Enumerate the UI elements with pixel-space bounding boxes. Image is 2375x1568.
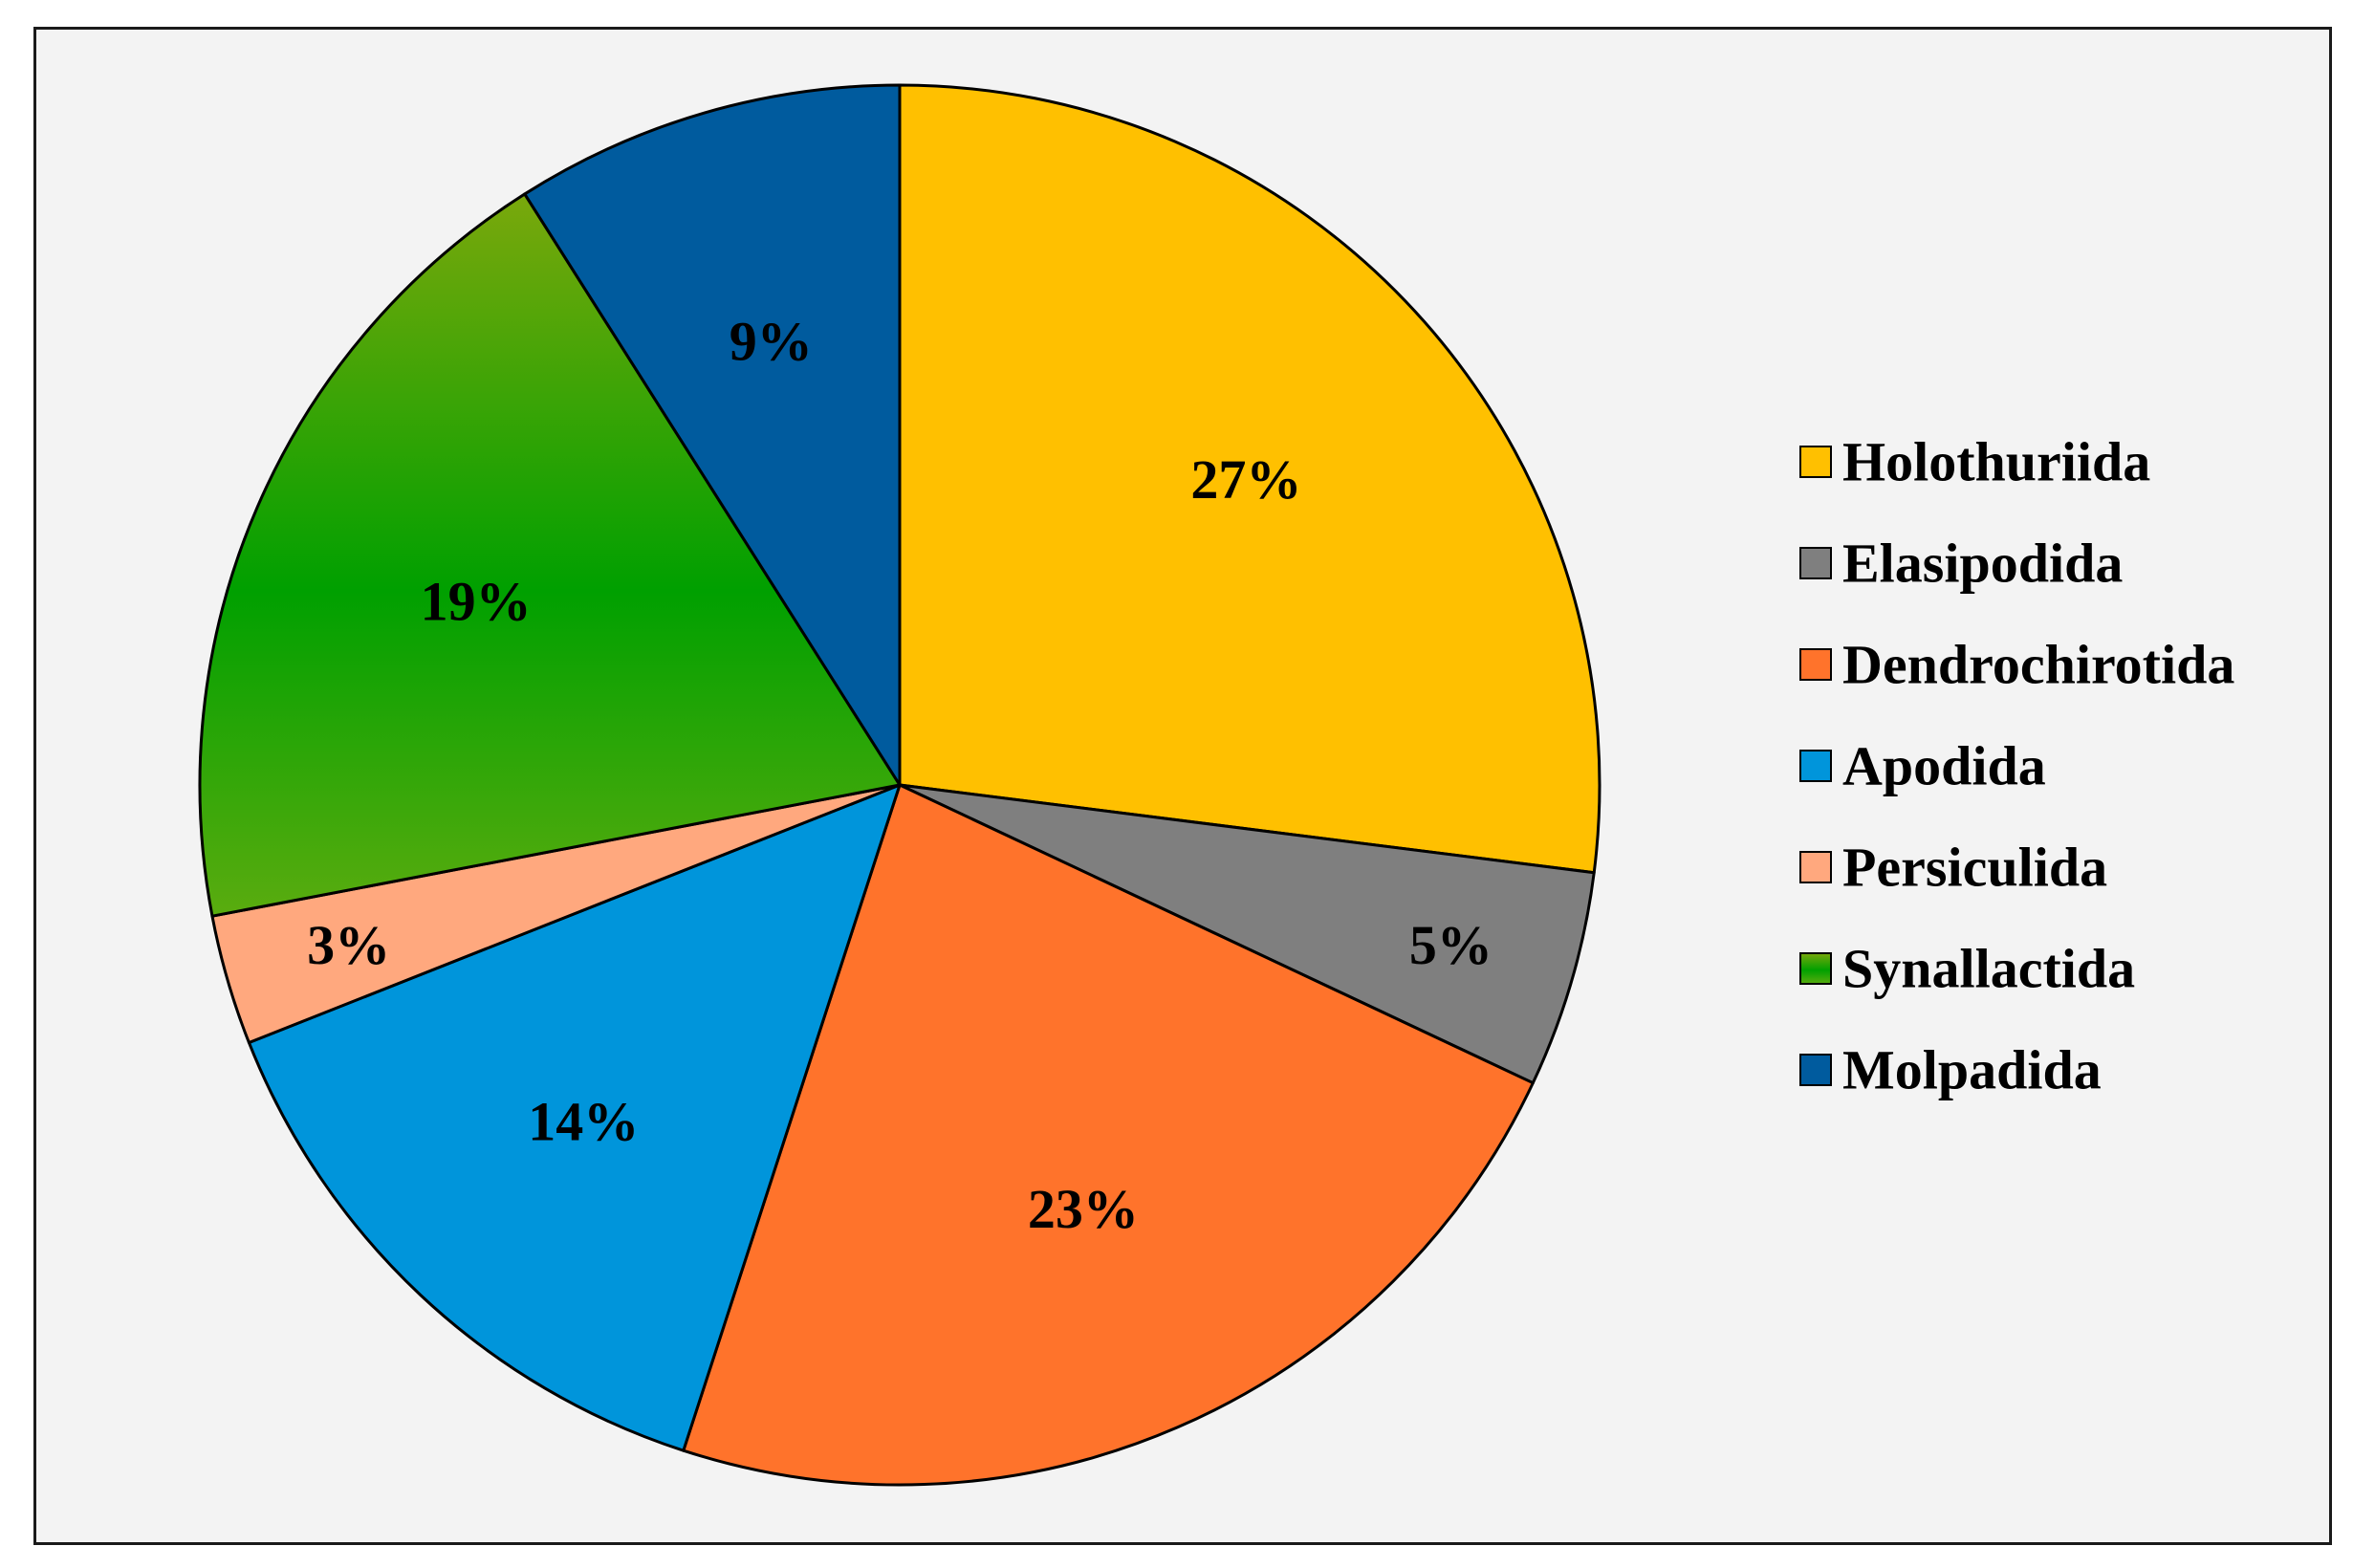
pie-slice-molpadida: [523, 83, 902, 787]
pie-slices: [198, 83, 1601, 1487]
data-label-dendrochirotida: 23%: [1028, 1178, 1139, 1240]
pie-slice-holothuriida: [898, 83, 1601, 875]
legend-label-elasipodida: Elasipodida: [1842, 533, 2123, 595]
data-label-synallactida: 19%: [421, 571, 532, 633]
legend-swatch-synallactida: [1799, 952, 1832, 985]
data-label-molpadida: 9%: [730, 311, 813, 373]
legend-label-synallactida: Synallactida: [1842, 938, 2135, 1000]
pie-slice-dendrochirotida: [682, 783, 1535, 1487]
legend-swatch-apodida: [1799, 750, 1832, 782]
legend-label-apodida: Apodida: [1842, 735, 2046, 797]
data-label-persiculida: 3%: [307, 914, 390, 976]
legend-label-molpadida: Molpadida: [1842, 1039, 2102, 1101]
pie-slice-apodida: [247, 783, 902, 1452]
pie-data-labels: 27% 5% 23% 14% 3% 19% 9%: [307, 311, 1493, 1240]
legend-label-holothuriida: Holothuriida: [1842, 431, 2150, 493]
legend-label-persiculida: Persiculida: [1842, 837, 2107, 899]
legend-swatch-molpadida: [1799, 1054, 1832, 1086]
pie-slice-elasipodida: [898, 783, 1596, 1085]
legend: Holothuriida Elasipodida Dendrochirotida Ap…: [1799, 431, 2234, 1101]
data-label-holothuriida: 27%: [1190, 448, 1301, 511]
pie-slice-synallactida: [198, 192, 902, 918]
legend-label-dendrochirotida: Dendrochirotida: [1842, 634, 2234, 696]
legend-swatch-elasipodida: [1799, 547, 1832, 579]
legend-swatch-persiculida: [1799, 851, 1832, 883]
legend-swatch-holothuriida: [1799, 446, 1832, 478]
data-label-elasipodida: 5%: [1409, 914, 1493, 976]
legend-swatch-dendrochirotida: [1799, 648, 1832, 681]
data-label-apodida: 14%: [528, 1091, 639, 1153]
chart-frame: 27% 5% 23% 14% 3% 19% 9% Holothuriida Elasipodi…: [33, 27, 2332, 1545]
pie-chart: 27% 5% 23% 14% 3% 19% 9% Holothuriida Elasipodi…: [198, 83, 2234, 1487]
